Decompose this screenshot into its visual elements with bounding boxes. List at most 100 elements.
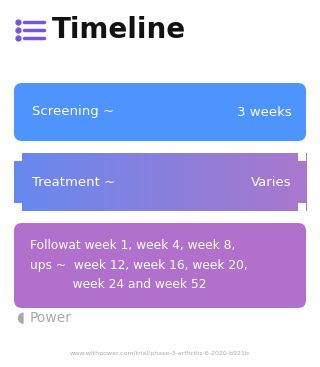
Bar	[14, 153, 22, 161]
Bar	[242, 153, 244, 211]
Text: Power: Power	[30, 311, 72, 325]
Bar	[302, 153, 305, 211]
Bar	[26, 153, 28, 211]
Bar	[152, 153, 155, 211]
Bar	[37, 153, 40, 211]
Bar	[185, 153, 188, 211]
Bar	[39, 153, 42, 211]
Bar	[92, 153, 94, 211]
Bar	[168, 153, 170, 211]
Text: Screening ~: Screening ~	[32, 105, 114, 119]
Bar	[74, 153, 77, 211]
Text: Varies: Varies	[252, 175, 292, 189]
Bar	[207, 153, 209, 211]
Bar	[212, 153, 215, 211]
Bar	[70, 153, 73, 211]
FancyBboxPatch shape	[14, 83, 306, 141]
Bar	[16, 153, 18, 211]
Bar	[117, 153, 120, 211]
Bar	[47, 153, 50, 211]
Bar	[265, 153, 268, 211]
Bar	[298, 203, 306, 211]
Bar	[150, 153, 153, 211]
Bar	[109, 153, 112, 211]
Bar	[203, 153, 205, 211]
Bar	[255, 153, 258, 211]
Bar	[279, 153, 281, 211]
Bar	[209, 153, 211, 211]
Bar	[199, 153, 201, 211]
Bar	[133, 153, 135, 211]
Bar	[20, 153, 22, 211]
Bar	[291, 153, 293, 211]
Bar	[156, 153, 158, 211]
Bar	[154, 153, 156, 211]
Bar	[232, 153, 235, 211]
Bar	[201, 153, 203, 211]
Bar	[176, 153, 178, 211]
Bar	[267, 153, 269, 211]
Bar	[234, 153, 236, 211]
Bar	[197, 153, 199, 211]
Bar	[57, 153, 59, 211]
Bar	[36, 153, 38, 211]
Bar	[94, 153, 96, 211]
Bar	[289, 153, 291, 211]
Bar	[281, 153, 283, 211]
Bar	[148, 153, 151, 211]
Bar	[106, 153, 108, 211]
Bar	[51, 153, 53, 211]
Text: Timeline: Timeline	[52, 16, 186, 44]
Bar	[140, 153, 143, 211]
Bar	[248, 153, 250, 211]
Bar	[76, 153, 79, 211]
Bar	[28, 153, 30, 211]
Bar	[137, 153, 139, 211]
Bar	[31, 153, 34, 211]
Bar	[178, 153, 180, 211]
FancyBboxPatch shape	[14, 223, 306, 308]
Bar	[55, 153, 57, 211]
Bar	[300, 153, 303, 211]
Bar	[259, 153, 262, 211]
Bar	[67, 153, 69, 211]
Bar	[119, 153, 122, 211]
Bar	[41, 153, 44, 211]
Bar	[61, 153, 63, 211]
Bar	[292, 153, 295, 211]
Bar	[49, 153, 52, 211]
Bar	[195, 153, 197, 211]
Bar	[189, 153, 192, 211]
Bar	[220, 153, 223, 211]
Bar	[273, 153, 275, 211]
Bar	[271, 153, 273, 211]
Bar	[216, 153, 219, 211]
Bar	[228, 153, 231, 211]
Bar	[125, 153, 127, 211]
Bar	[127, 153, 129, 211]
Bar	[277, 153, 279, 211]
Bar	[90, 153, 92, 211]
Bar	[72, 153, 75, 211]
Bar	[111, 153, 114, 211]
Bar	[160, 153, 163, 211]
Bar	[43, 153, 46, 211]
Bar	[183, 153, 186, 211]
Bar	[244, 153, 246, 211]
Bar	[214, 153, 217, 211]
Bar	[146, 153, 149, 211]
Bar	[286, 153, 289, 211]
Bar	[14, 153, 16, 211]
Bar	[121, 153, 124, 211]
Bar	[263, 153, 266, 211]
Bar	[181, 153, 184, 211]
Bar	[257, 153, 260, 211]
Bar	[113, 153, 116, 211]
Bar	[205, 153, 207, 211]
Bar	[98, 153, 100, 211]
Bar	[158, 153, 161, 211]
Bar	[230, 153, 233, 211]
Bar	[63, 153, 65, 211]
Bar	[108, 153, 110, 211]
Bar	[162, 153, 164, 211]
